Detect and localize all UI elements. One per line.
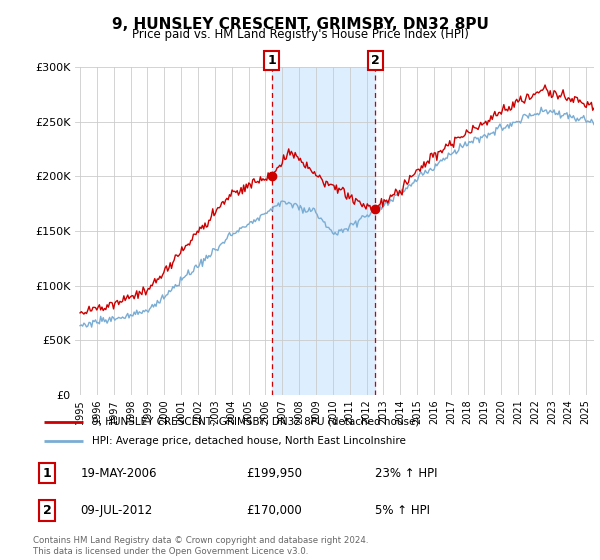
Text: 1: 1 <box>43 466 52 480</box>
Text: 5% ↑ HPI: 5% ↑ HPI <box>375 504 430 517</box>
Text: 2: 2 <box>43 504 52 517</box>
Text: 2: 2 <box>371 54 380 67</box>
Text: 1: 1 <box>268 54 276 67</box>
Text: 9, HUNSLEY CRESCENT, GRIMSBY, DN32 8PU: 9, HUNSLEY CRESCENT, GRIMSBY, DN32 8PU <box>112 17 488 32</box>
Text: Contains HM Land Registry data © Crown copyright and database right 2024.
This d: Contains HM Land Registry data © Crown c… <box>33 536 368 556</box>
Text: 09-JUL-2012: 09-JUL-2012 <box>80 504 153 517</box>
Text: 23% ↑ HPI: 23% ↑ HPI <box>375 466 438 480</box>
Text: 9, HUNSLEY CRESCENT, GRIMSBY, DN32 8PU (detached house): 9, HUNSLEY CRESCENT, GRIMSBY, DN32 8PU (… <box>92 417 419 427</box>
Text: £170,000: £170,000 <box>246 504 302 517</box>
Text: £199,950: £199,950 <box>246 466 302 480</box>
Text: Price paid vs. HM Land Registry's House Price Index (HPI): Price paid vs. HM Land Registry's House … <box>131 28 469 41</box>
Bar <box>272 67 375 395</box>
Text: HPI: Average price, detached house, North East Lincolnshire: HPI: Average price, detached house, Nort… <box>92 436 406 446</box>
Text: 19-MAY-2006: 19-MAY-2006 <box>80 466 157 480</box>
